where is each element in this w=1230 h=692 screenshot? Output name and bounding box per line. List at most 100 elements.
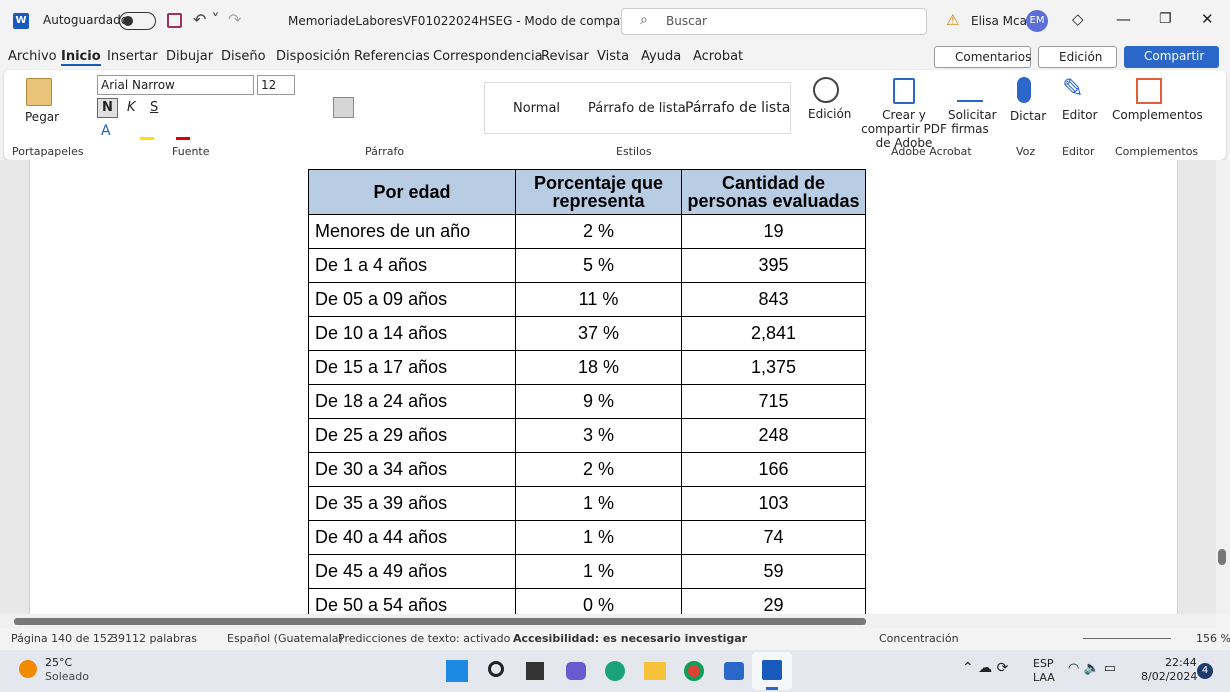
ribbon-tab[interactable]: Vista bbox=[597, 49, 630, 64]
zoom-level[interactable]: 156 % bbox=[1196, 632, 1230, 645]
zoom-slider[interactable] bbox=[1083, 638, 1171, 639]
ribbon-tab[interactable]: Referencias bbox=[354, 49, 430, 64]
table-cell: 37 % bbox=[515, 316, 682, 351]
vertical-scrollbar[interactable] bbox=[1216, 160, 1230, 614]
comments-button[interactable]: Comentarios bbox=[934, 46, 1031, 68]
document-title[interactable]: MemoriadeLaboresVF01022024HSEG - Modo de… bbox=[288, 14, 648, 28]
explorer-app[interactable] bbox=[644, 662, 666, 680]
user-avatar[interactable]: EM bbox=[1026, 10, 1048, 32]
word-count[interactable]: 39112 palabras bbox=[111, 632, 197, 645]
editing-mode-button[interactable]: Edición bbox=[1038, 46, 1117, 68]
ribbon-tab[interactable]: Disposición bbox=[276, 49, 350, 64]
minimize-button[interactable]: — bbox=[1116, 10, 1131, 28]
ribbon-tab[interactable]: Archivo bbox=[8, 49, 57, 64]
ribbon-tab[interactable]: Revisar bbox=[541, 49, 589, 64]
group-label: Voz bbox=[1016, 145, 1036, 158]
styles-gallery bbox=[484, 82, 791, 134]
bold-button[interactable]: N bbox=[97, 98, 118, 118]
table-cell: 715 bbox=[681, 384, 866, 419]
header-cell: Porcentaje que representa bbox=[515, 169, 682, 215]
editor-icon[interactable]: ✎ bbox=[1062, 74, 1084, 104]
warning-icon[interactable]: ⚠ bbox=[946, 11, 960, 29]
tray-icons[interactable]: ⌃ ☁ ⟳ bbox=[962, 660, 1009, 676]
create-pdf-icon[interactable] bbox=[893, 78, 915, 104]
center-align-button[interactable] bbox=[333, 97, 354, 118]
diamond-icon[interactable]: ◇ bbox=[1072, 10, 1084, 28]
chrome-app[interactable] bbox=[684, 661, 704, 681]
italic-button[interactable]: K bbox=[127, 100, 136, 115]
table-row: De 25 a 29 años 3 % 248 bbox=[308, 418, 866, 453]
store-app[interactable] bbox=[724, 662, 744, 680]
paste-label[interactable]: Pegar bbox=[25, 110, 60, 124]
header-cell: Cantidad de personas evaluadas bbox=[681, 169, 866, 215]
table-cell: 2,841 bbox=[681, 316, 866, 351]
edge-app[interactable] bbox=[605, 661, 625, 681]
table-cell: De 40 a 44 años bbox=[308, 520, 516, 555]
accessibility[interactable]: Accesibilidad: es necesario investigar bbox=[513, 632, 748, 645]
word-icon[interactable]: W bbox=[13, 13, 29, 29]
font-size-box[interactable]: 12 bbox=[257, 75, 295, 95]
start-button[interactable] bbox=[446, 660, 468, 682]
editor-label[interactable]: Editor bbox=[1062, 108, 1098, 122]
undo-button[interactable]: ↶ ˅ bbox=[193, 10, 220, 29]
autosave-toggle[interactable] bbox=[119, 12, 156, 30]
clock-time[interactable]: 22:44 bbox=[1165, 656, 1197, 669]
search-box[interactable]: Buscar ⌕ bbox=[621, 8, 927, 35]
share-button[interactable]: Compartir bbox=[1124, 46, 1219, 68]
highlight-color[interactable] bbox=[140, 137, 154, 140]
input-language[interactable]: ESP bbox=[1033, 657, 1054, 670]
keyboard-layout[interactable]: LAA bbox=[1033, 671, 1055, 684]
underline-button[interactable]: S bbox=[150, 100, 159, 115]
addins-icon[interactable] bbox=[1136, 78, 1162, 104]
editing-icon[interactable] bbox=[813, 77, 839, 103]
weather-icon[interactable] bbox=[19, 660, 37, 678]
ribbon-tab[interactable]: Dibujar bbox=[166, 49, 214, 64]
signature-icon[interactable] bbox=[957, 78, 983, 102]
ribbon-tab[interactable]: Ayuda bbox=[641, 49, 682, 64]
table-cell: De 10 a 14 años bbox=[308, 316, 516, 351]
table-row: De 1 a 4 años 5 % 395 bbox=[308, 248, 866, 283]
font-name-box[interactable]: Arial Narrow bbox=[97, 75, 254, 95]
dictate-label[interactable]: Dictar bbox=[1010, 109, 1047, 123]
create-pdf-label[interactable]: Crear y compartir PDF de Adobe bbox=[861, 108, 947, 150]
notification-badge[interactable]: 4 bbox=[1197, 663, 1213, 679]
redo-button[interactable]: ↷ bbox=[228, 10, 242, 29]
weather[interactable]: Soleado bbox=[45, 670, 89, 683]
restore-button[interactable]: ❐ bbox=[1159, 11, 1172, 27]
word-task[interactable] bbox=[752, 652, 792, 690]
title-bar bbox=[0, 0, 1230, 42]
user-name[interactable]: Elisa Mcal bbox=[971, 14, 1031, 28]
style-list-paragraph[interactable]: Párrafo de lista bbox=[588, 101, 686, 116]
group-label: Complementos bbox=[1115, 145, 1199, 158]
table-cell: 2 % bbox=[515, 452, 682, 487]
ribbon-tab[interactable]: Acrobat bbox=[693, 49, 744, 64]
autosave-label: Autoguardado bbox=[43, 13, 129, 27]
addins-label[interactable]: Complementos bbox=[1112, 108, 1203, 122]
style-list-paragraph[interactable]: Párrafo de lista bbox=[685, 100, 791, 116]
paste-icon[interactable] bbox=[26, 78, 52, 106]
table-cell: De 30 a 34 años bbox=[308, 452, 516, 487]
focus-mode[interactable]: Concentración bbox=[879, 632, 959, 645]
language[interactable]: Español (Guatemala) bbox=[227, 632, 343, 645]
close-button[interactable]: ✕ bbox=[1201, 10, 1214, 28]
page-count[interactable]: Página 140 de 152 bbox=[11, 632, 114, 645]
search-taskbar[interactable] bbox=[488, 661, 504, 677]
system-icons[interactable]: ◠ 🔈 ▭ bbox=[1068, 661, 1117, 676]
task-view[interactable] bbox=[526, 662, 544, 680]
ribbon-tab[interactable]: Diseño bbox=[221, 49, 266, 64]
horizontal-scrollbar[interactable] bbox=[0, 614, 1216, 628]
font-color[interactable] bbox=[176, 137, 190, 140]
editing-label[interactable]: Edición bbox=[808, 107, 852, 121]
request-signatures-label[interactable]: Solicitar firmas bbox=[948, 108, 997, 136]
ribbon-tab[interactable]: Correspondencia bbox=[433, 49, 543, 64]
save-button[interactable] bbox=[167, 13, 182, 28]
text-effects-button[interactable]: A bbox=[101, 123, 111, 139]
text-predictions[interactable]: Predicciones de texto: activado bbox=[338, 632, 511, 645]
ribbon-tab[interactable]: Inicio bbox=[61, 49, 101, 66]
chat-app[interactable] bbox=[566, 662, 586, 680]
ribbon-tab[interactable]: Insertar bbox=[107, 49, 158, 64]
style-normal[interactable]: Normal bbox=[513, 101, 561, 116]
dictate-icon[interactable] bbox=[1017, 77, 1031, 103]
temperature[interactable]: 25°C bbox=[45, 656, 73, 669]
clock-date[interactable]: 8/02/2024 bbox=[1141, 670, 1198, 683]
